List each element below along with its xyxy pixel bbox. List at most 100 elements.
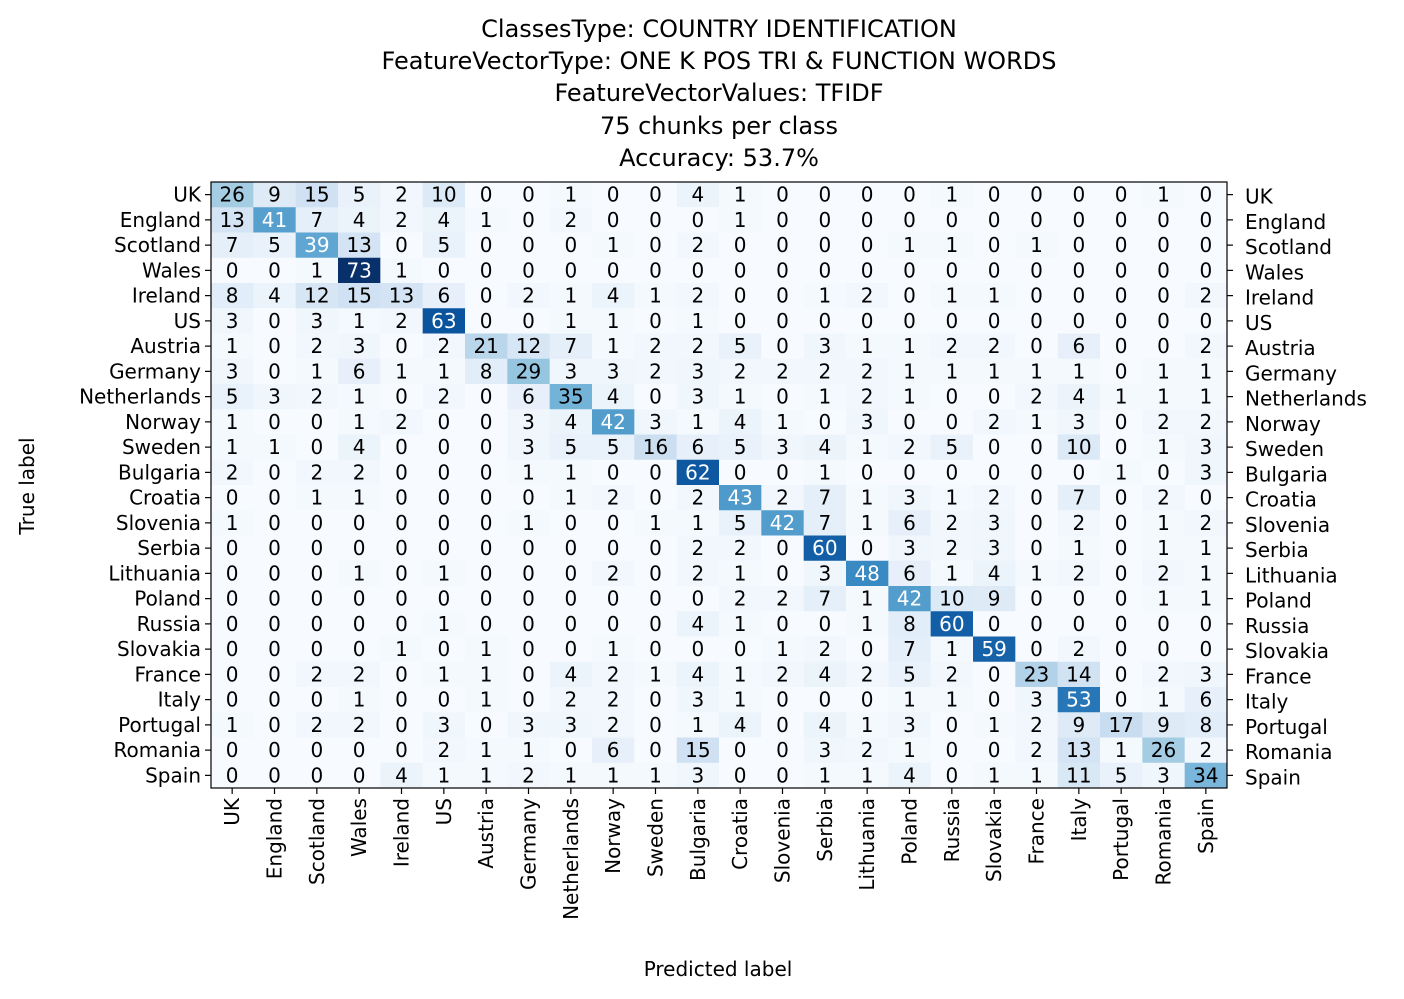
cell-value-label: 0 <box>1115 536 1128 560</box>
cell-value-label: 1 <box>734 612 747 636</box>
y-tick-label-right: US <box>1245 311 1272 335</box>
heatmap-cell <box>465 661 508 688</box>
cell-value-label: 1 <box>226 511 239 535</box>
cell-value-label: 2 <box>1157 662 1170 686</box>
heatmap-cell <box>1100 459 1143 486</box>
heatmap-cell <box>253 182 297 208</box>
heatmap-cell <box>930 611 974 637</box>
cell-value-label: 5 <box>607 435 620 459</box>
cell-value-label: 0 <box>268 587 281 611</box>
cell-value-label: 63 <box>431 309 456 333</box>
cell-value-label: 0 <box>480 612 493 636</box>
heatmap-cell <box>549 560 593 587</box>
cell-value-label: 1 <box>734 208 747 232</box>
cell-value-label: 1 <box>353 561 366 585</box>
cell-value-label: 1 <box>353 309 366 333</box>
heatmap-cell <box>1100 636 1143 663</box>
cell-value-label: 1 <box>903 334 916 358</box>
cell-value-label: 0 <box>818 688 831 712</box>
heatmap-cell <box>888 409 932 435</box>
y-tick-label-right: Norway <box>1245 412 1321 436</box>
heatmap-cell <box>1057 434 1101 461</box>
cell-value-label: 0 <box>607 536 620 560</box>
heatmap-cell <box>295 207 339 233</box>
heatmap-cell <box>1184 459 1228 486</box>
heatmap-cell <box>888 510 932 536</box>
cell-value-label: 26 <box>1151 738 1176 762</box>
cell-value-label: 1 <box>691 511 704 535</box>
cell-value-label: 62 <box>685 460 710 484</box>
cell-value-label: 2 <box>1030 738 1043 762</box>
heatmap-cell <box>507 636 551 663</box>
cell-value-label: 3 <box>691 763 704 787</box>
heatmap-cell <box>465 510 508 536</box>
heatmap-cell <box>930 661 974 688</box>
cell-value-label: 2 <box>1157 410 1170 434</box>
cell-value-label: 2 <box>607 486 620 510</box>
cell-value-label: 0 <box>945 738 958 762</box>
cell-value-label: 2 <box>607 662 620 686</box>
x-tick-label: Portugal <box>1109 798 1133 881</box>
heatmap-cell <box>295 308 339 334</box>
cell-value-label: 0 <box>988 738 1001 762</box>
heatmap-cell <box>888 232 932 259</box>
cell-value-label: 0 <box>1115 486 1128 510</box>
cell-value-label: 0 <box>226 763 239 787</box>
heatmap-cell <box>592 434 635 461</box>
cell-value-label: 1 <box>564 309 577 333</box>
heatmap-cell <box>930 333 974 360</box>
heatmap-cell <box>1100 333 1143 360</box>
heatmap-cell <box>380 510 424 536</box>
cell-value-label: 1 <box>395 359 408 383</box>
cell-value-label: 0 <box>988 233 1001 257</box>
cell-value-label: 0 <box>776 258 789 282</box>
heatmap-cell <box>549 510 593 536</box>
cell-value-label: 0 <box>776 536 789 560</box>
heatmap-cell <box>549 207 593 233</box>
heatmap-cell <box>592 257 635 284</box>
cell-value-label: 9 <box>988 587 1001 611</box>
cell-value-label: 0 <box>861 309 874 333</box>
cell-value-label: 0 <box>861 688 874 712</box>
cell-value-label: 0 <box>861 536 874 560</box>
y-tick-label-right: Serbia <box>1245 538 1309 562</box>
cell-value-label: 0 <box>1115 258 1128 282</box>
heatmap-cell <box>1015 560 1059 587</box>
cell-value-label: 0 <box>776 738 789 762</box>
heatmap-cell <box>211 333 254 360</box>
heatmap-cell <box>507 308 551 334</box>
heatmap-cell <box>1100 737 1143 764</box>
heatmap-cell <box>549 459 593 486</box>
heatmap-cell <box>719 535 762 562</box>
heatmap-cell <box>1142 737 1186 764</box>
heatmap-cell <box>507 283 551 309</box>
cell-value-label: 4 <box>734 713 747 737</box>
cell-value-label: 0 <box>395 738 408 762</box>
y-tick-label-right: Romania <box>1245 740 1332 764</box>
cell-value-label: 0 <box>480 183 493 207</box>
cell-value-label: 4 <box>734 410 747 434</box>
cell-value-label: 0 <box>945 385 958 409</box>
heatmap-cell <box>719 409 762 435</box>
heatmap-cell <box>380 434 424 461</box>
cell-value-label: 4 <box>818 662 831 686</box>
cell-value-label: 0 <box>395 511 408 535</box>
cell-value-label: 1 <box>1030 359 1043 383</box>
heatmap-cell <box>592 283 635 309</box>
heatmap-cell <box>549 182 593 208</box>
cell-value-label: 1 <box>903 359 916 383</box>
cell-value-label: 0 <box>1199 233 1212 257</box>
heatmap-cell <box>634 636 678 663</box>
heatmap-cell <box>253 308 297 334</box>
title-line-1: ClassesType: COUNTRY IDENTIFICATION <box>481 15 957 43</box>
heatmap-cell <box>592 661 635 688</box>
cell-value-label: 2 <box>564 688 577 712</box>
heatmap-cell <box>338 535 381 562</box>
heatmap-cell <box>422 182 466 208</box>
heatmap-cell <box>295 535 339 562</box>
cell-value-label: 2 <box>945 334 958 358</box>
cell-value-label: 0 <box>480 385 493 409</box>
heatmap-cell <box>549 434 593 461</box>
heatmap-cell <box>1184 384 1228 410</box>
cell-value-label: 1 <box>437 763 450 787</box>
